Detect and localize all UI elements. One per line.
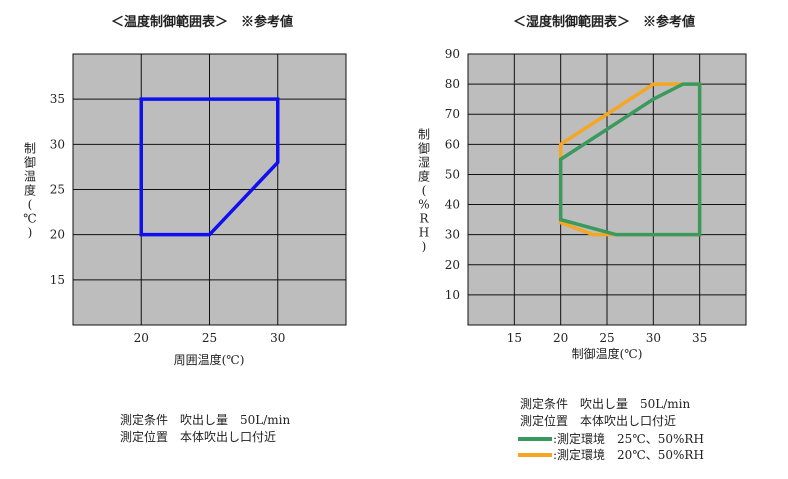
humidity-y-tick-label: 80 [445,77,460,91]
humidity-x-tick-label: 25 [599,331,614,345]
temperature-y-tick-label: 20 [50,228,65,242]
humidity-x-tick-label: 30 [646,331,661,345]
temperature-y-ticks: 15 20 25 30 35 [50,92,65,287]
temperature-note-2: 測定位置 本体吹出し口付近 [120,429,276,444]
humidity-legend: :測定環境 25℃、50%RH:測定環境 20℃、50%RH [518,431,704,462]
temperature-note-1: 測定条件 吹出し量 50L/min [120,412,290,427]
humidity-y-ticks: 10 20 30 40 50 60 70 80 90 [445,47,460,302]
humidity-x-axis-label: 制御温度(℃) [572,346,643,361]
humidity-y-tick-label: 90 [445,47,460,61]
temperature-y-tick-label: 30 [50,137,65,151]
temperature-x-tick-label: 25 [202,331,217,345]
temperature-chart: ＜温度制御範囲表＞ ※参考値 20 25 30 15 20 25 30 35 周囲温度(℃)… [23,14,347,444]
humidity-x-tick-label: 15 [507,331,522,345]
temperature-series [139,97,280,237]
humidity-x-tick-label: 20 [553,331,568,345]
temperature-x-ticks: 20 25 30 [134,331,286,345]
humidity-series [558,82,702,237]
humidity-note-1: 測定条件 吹出し量 50L/min [520,396,690,411]
temperature-y-tick-label: 25 [50,183,65,197]
temperature-series-boundary [139,97,280,237]
humidity-x-tick-label: 35 [692,331,707,345]
humidity-chart: ＜湿度制御範囲表＞ ※参考値 15 20 25 30 35 10 20 30 40 50 60 70… [418,14,747,462]
humidity-series-boundary [558,82,702,237]
legend-label: :測定環境 20℃、50%RH [553,447,704,462]
humidity-y-tick-label: 60 [445,137,460,151]
temperature-chart-title: ＜温度制御範囲表＞ ※参考値 [111,14,293,30]
humidity-y-tick-label: 10 [445,288,460,302]
humidity-x-ticks: 15 20 25 30 35 [507,331,708,345]
temperature-x-tick-label: 30 [270,331,285,345]
temperature-x-axis-label: 周囲温度(℃) [174,352,245,367]
humidity-y-tick-label: 40 [445,198,460,212]
temperature-y-axis-label: 制御温度(℃) [23,142,36,240]
humidity-y-tick-label: 70 [445,107,460,121]
humidity-y-axis-label: 制御湿度(% R H) [418,128,430,254]
temperature-y-tick-label: 35 [50,92,65,106]
humidity-y-tick-label: 50 [445,167,460,181]
humidity-y-tick-label: 20 [445,258,460,272]
legend-label: :測定環境 25℃、50%RH [553,431,704,446]
humidity-chart-title: ＜湿度制御範囲表＞ ※参考値 [513,14,695,30]
temperature-y-tick-label: 15 [50,273,65,287]
humidity-note-2: 測定位置 本体吹出し口付近 [520,413,676,428]
humidity-y-tick-label: 30 [445,228,460,242]
temperature-x-tick-label: 20 [134,331,149,345]
